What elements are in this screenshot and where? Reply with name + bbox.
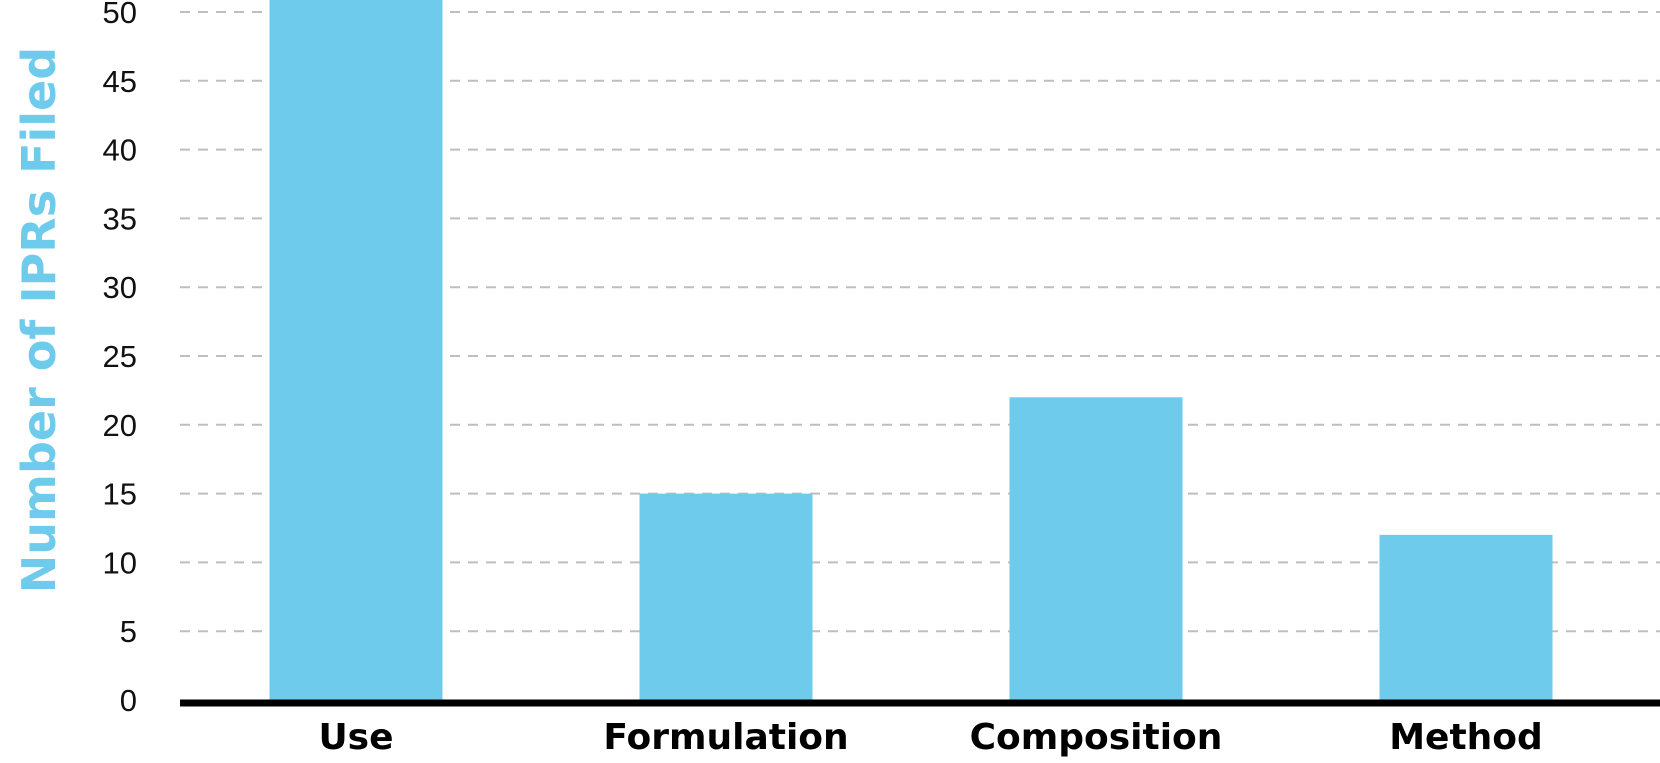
y-tick-labels: 0 5 10 15 20 25 30 35 40 45 50 [103,0,137,718]
y-tick-label: 50 [103,0,137,30]
y-tick-label: 35 [103,201,137,236]
y-tick-label: 0 [120,683,137,718]
x-tick-label: Composition [970,717,1223,758]
y-tick-label: 20 [103,408,137,443]
y-axis-label: Number of IPRs Filed [12,47,66,593]
bar-formulation [639,493,813,700]
y-tick-label: 40 [103,133,137,168]
y-tick-label: 45 [103,64,137,99]
y-tick-label: 15 [103,477,137,512]
y-tick-label: 5 [120,614,137,649]
bar-composition [1009,397,1183,700]
bars [269,0,1553,700]
y-tick-label: 10 [103,545,137,580]
bar-method [1379,534,1553,700]
x-tick-label: Formulation [603,717,848,758]
x-tick-labels: Use Formulation Composition Method [318,717,1542,758]
bar-use [269,0,443,700]
y-tick-label: 30 [103,270,137,305]
x-tick-label: Use [318,717,393,758]
x-tick-label: Method [1389,717,1543,758]
y-tick-label: 25 [103,339,137,374]
